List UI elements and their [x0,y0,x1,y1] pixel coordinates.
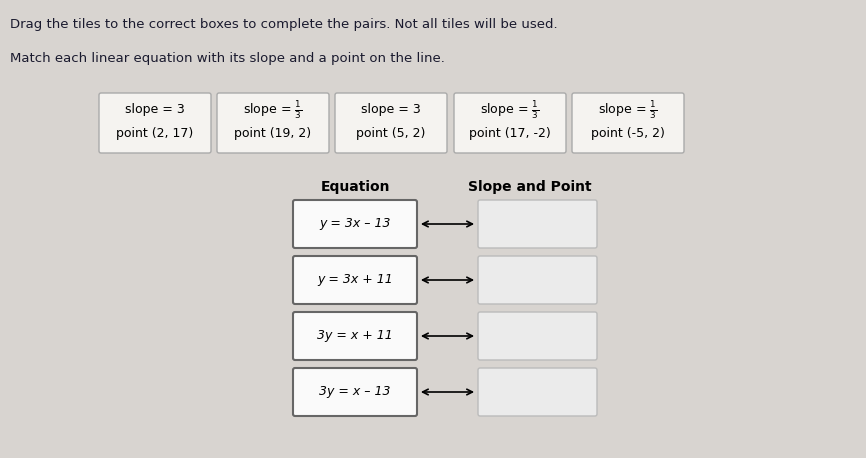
FancyBboxPatch shape [478,312,597,360]
Text: y = 3x – 13: y = 3x – 13 [320,218,391,230]
FancyBboxPatch shape [335,93,447,153]
Text: point (-5, 2): point (-5, 2) [591,126,665,140]
Text: point (2, 17): point (2, 17) [116,126,194,140]
Text: slope = 3: slope = 3 [125,104,184,116]
FancyBboxPatch shape [293,200,417,248]
FancyBboxPatch shape [217,93,329,153]
Text: point (19, 2): point (19, 2) [235,126,312,140]
Text: Equation: Equation [320,180,390,194]
FancyBboxPatch shape [454,93,566,153]
Text: y = 3x + 11: y = 3x + 11 [317,273,393,287]
FancyBboxPatch shape [99,93,211,153]
FancyBboxPatch shape [478,368,597,416]
Text: slope = $\frac{1}{3}$: slope = $\frac{1}{3}$ [481,99,540,121]
Text: Slope and Point: Slope and Point [469,180,591,194]
FancyBboxPatch shape [478,256,597,304]
Text: slope = 3: slope = 3 [361,104,421,116]
Text: 3y = x – 13: 3y = x – 13 [320,386,391,398]
Text: slope = $\frac{1}{3}$: slope = $\frac{1}{3}$ [243,99,302,121]
FancyBboxPatch shape [478,200,597,248]
Text: Match each linear equation with its slope and a point on the line.: Match each linear equation with its slop… [10,52,445,65]
Text: point (5, 2): point (5, 2) [356,126,426,140]
FancyBboxPatch shape [293,368,417,416]
Text: slope = $\frac{1}{3}$: slope = $\frac{1}{3}$ [598,99,657,121]
Text: Drag the tiles to the correct boxes to complete the pairs. Not all tiles will be: Drag the tiles to the correct boxes to c… [10,18,558,31]
FancyBboxPatch shape [293,312,417,360]
FancyBboxPatch shape [572,93,684,153]
Text: 3y = x + 11: 3y = x + 11 [317,329,393,343]
FancyBboxPatch shape [293,256,417,304]
Text: point (17, -2): point (17, -2) [469,126,551,140]
